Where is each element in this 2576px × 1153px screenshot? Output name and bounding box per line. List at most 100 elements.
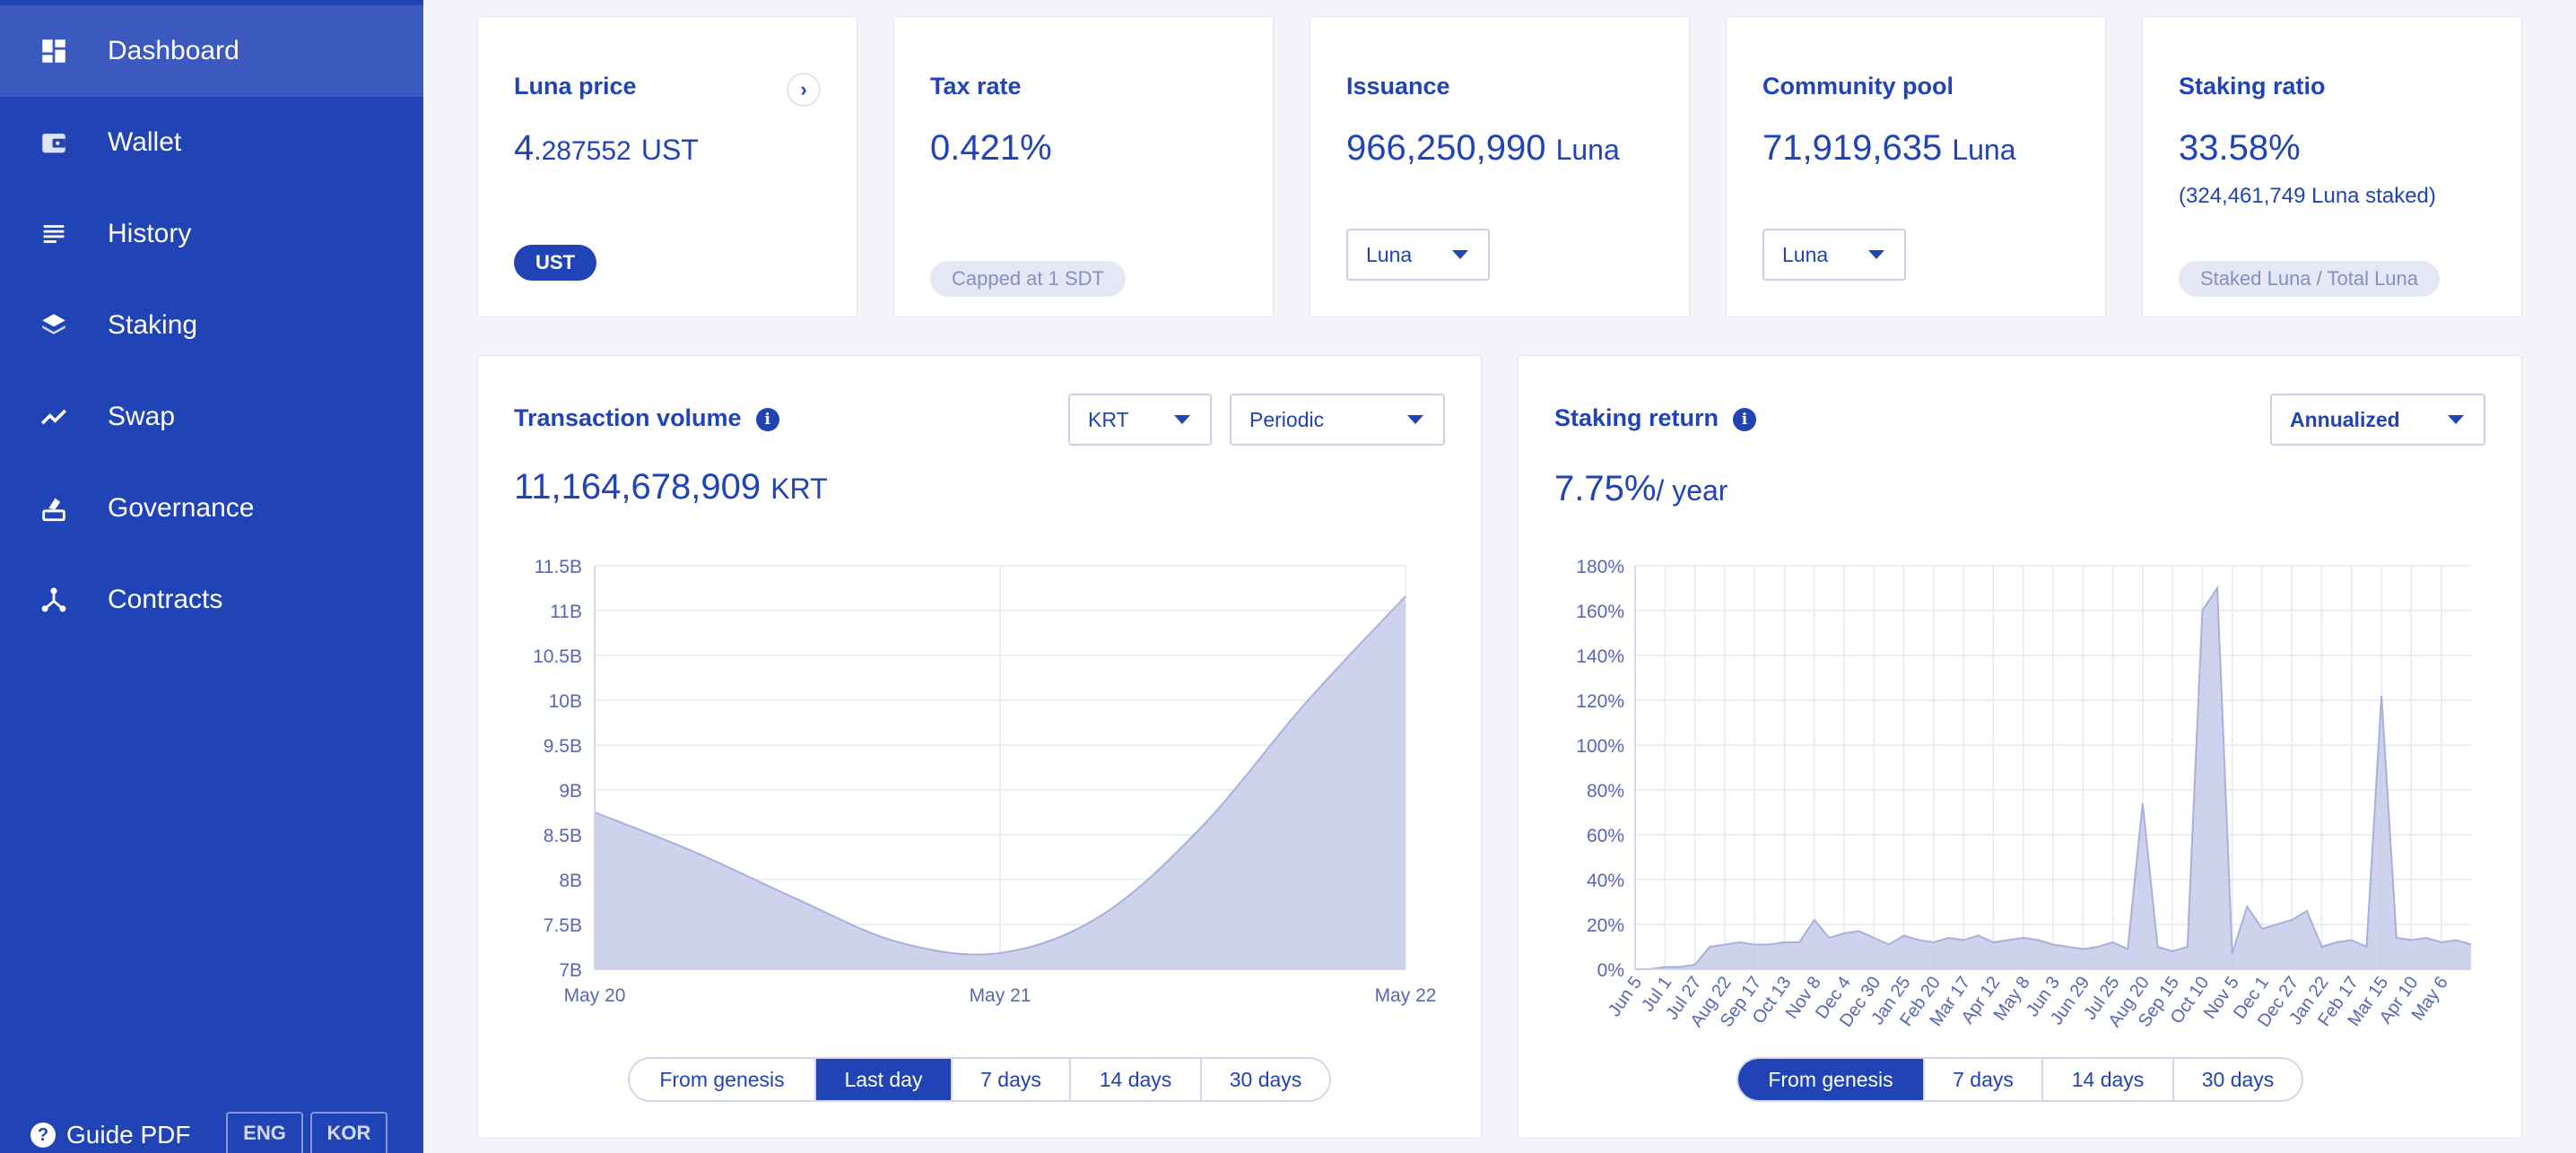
- sidebar-item-label: Dashboard: [108, 36, 239, 65]
- community-pool-denom-select[interactable]: Luna: [1762, 229, 1906, 281]
- y-tick-label: 20%: [1587, 915, 1624, 936]
- select-value: Periodic: [1249, 407, 1325, 431]
- staking-return-unit: / year: [1656, 474, 1728, 507]
- range-30-days[interactable]: 30 days: [2201, 1067, 2275, 1091]
- staking-return-value: 7.75%/ year: [1554, 469, 1727, 509]
- luna-price-int: 4: [514, 128, 535, 168]
- select-value: Annualized: [2290, 407, 2400, 431]
- contracts-icon: [38, 584, 70, 616]
- y-tick-label: 10B: [549, 691, 582, 712]
- y-tick-label: 9.5B: [544, 736, 582, 757]
- issuance-number: 966,250,990: [1346, 128, 1546, 168]
- sidebar-item-contracts[interactable]: Contracts: [0, 554, 423, 646]
- staking-return-title-text: Staking return: [1554, 404, 1719, 431]
- tax-cap-pill: Capped at 1 SDT: [930, 261, 1126, 297]
- issuance-card: Issuance 966,250,990 Luna Luna: [1310, 16, 1690, 317]
- transaction-volume-value: 11,164,678,909 KRT: [514, 467, 828, 507]
- sidebar-item-label: Swap: [108, 402, 176, 431]
- card-title: Issuance: [1346, 73, 1450, 100]
- tax-rate-value: 0.421%: [930, 128, 1052, 168]
- help-icon: ?: [30, 1123, 56, 1148]
- staking-ratio-formula-pill: Staked Luna / Total Luna: [2179, 261, 2441, 297]
- caret-down-icon: [2448, 415, 2464, 424]
- staking-ratio-value: 33.58%: [2179, 128, 2301, 168]
- sidebar-item-history[interactable]: History: [0, 188, 423, 280]
- wallet-icon: [38, 126, 70, 159]
- range-14-days[interactable]: 14 days: [2043, 1059, 2174, 1100]
- area-fill: [1635, 588, 2471, 969]
- sidebar-item-governance[interactable]: Governance: [0, 463, 423, 554]
- issuance-unit: Luna: [1555, 134, 1620, 166]
- select-value: KRT: [1088, 407, 1129, 431]
- sidebar-item-label: Contracts: [108, 585, 223, 614]
- y-tick-label: 7B: [559, 960, 582, 981]
- range-7-days[interactable]: 7 days: [1925, 1059, 2043, 1100]
- staking-return-title: Staking return i: [1554, 404, 1757, 432]
- y-tick-label: 180%: [1576, 557, 1624, 577]
- range-30-days[interactable]: 30 days: [1229, 1067, 1302, 1091]
- info-icon[interactable]: i: [755, 407, 779, 431]
- tax-rate-card: Tax rate 0.421% Capped at 1 SDT: [893, 16, 1274, 317]
- area-fill: [595, 596, 1405, 969]
- guide-pdf-link[interactable]: ? Guide PDF: [30, 1117, 191, 1153]
- tx-currency-select[interactable]: KRT: [1068, 394, 1212, 446]
- transaction-volume-title-text: Transaction volume: [514, 404, 742, 431]
- sidebar-item-label: Wallet: [108, 127, 182, 157]
- y-tick-label: 60%: [1587, 826, 1624, 846]
- lang-kor-button[interactable]: KOR: [310, 1112, 387, 1153]
- range-7-days[interactable]: 7 days: [953, 1059, 1071, 1100]
- currency-pill[interactable]: UST: [514, 245, 596, 281]
- chevron-right-icon[interactable]: ›: [787, 73, 821, 107]
- governance-icon: [38, 492, 70, 524]
- select-value: Luna: [1366, 242, 1413, 266]
- range-14-days[interactable]: 14 days: [1071, 1059, 1202, 1100]
- sidebar-item-wallet[interactable]: Wallet: [0, 97, 423, 188]
- staking-icon: [38, 309, 70, 342]
- y-tick-label: 7.5B: [544, 915, 582, 936]
- select-value: Luna: [1782, 242, 1829, 266]
- luna-price-card: Luna price › 4.287552 UST UST: [477, 16, 857, 317]
- info-icon[interactable]: i: [1733, 407, 1757, 431]
- range-from-genesis[interactable]: From genesis: [1738, 1059, 1925, 1100]
- luna-price-decimals: .287552: [534, 136, 631, 166]
- series-line: [594, 595, 1406, 956]
- luna-price-unit: UST: [640, 134, 699, 166]
- luna-price-value: 4.287552 UST: [514, 128, 699, 169]
- caret-down-icon: [1174, 415, 1190, 424]
- y-tick-label: 160%: [1576, 602, 1624, 622]
- transaction-volume-chart: 7B 7.5B 8B 8.5B 9B 9.5B 10B 10.5B 11B 11.5B May 20…: [533, 557, 1436, 1006]
- staking-return-mode-select[interactable]: Annualized: [2270, 394, 2485, 446]
- sidebar-item-dashboard[interactable]: Dashboard: [0, 5, 423, 97]
- staking-return-chart: 0%20%40%60%80%100%120%140%160%180%Jun 5J…: [1576, 557, 2472, 1031]
- range-from-genesis[interactable]: From genesis: [630, 1059, 816, 1100]
- swap-icon: [38, 401, 70, 433]
- y-tick-label: 11B: [550, 602, 582, 622]
- transaction-volume-number: 11,164,678,909: [514, 467, 761, 507]
- y-tick-label: 140%: [1576, 646, 1624, 667]
- range-last-day[interactable]: Last day: [816, 1059, 953, 1100]
- sidebar-item-staking[interactable]: Staking: [0, 280, 423, 371]
- card-title: Tax rate: [930, 73, 1022, 100]
- community-pool-value: 71,919,635 Luna: [1762, 128, 2016, 169]
- caret-down-icon: [1868, 250, 1884, 259]
- y-tick-label: 8B: [559, 871, 582, 891]
- staking-ratio-detail: (324,461,749 Luna staked): [2179, 184, 2436, 208]
- staking-ratio-card: Staking ratio 33.58% (324,461,749 Luna s…: [2142, 16, 2522, 317]
- caret-down-icon: [1452, 250, 1468, 259]
- community-pool-card: Community pool 71,919,635 Luna Luna: [1726, 16, 2106, 317]
- sidebar: Dashboard Wallet History Staking Swap Go…: [0, 0, 423, 1153]
- y-tick-label: 10.5B: [533, 646, 582, 667]
- history-icon: [38, 218, 70, 250]
- sidebar-item-label: History: [108, 219, 192, 248]
- card-title: Community pool: [1762, 73, 1954, 100]
- tx-mode-select[interactable]: Periodic: [1230, 394, 1445, 446]
- y-tick-label: 11.5B: [535, 557, 582, 577]
- sidebar-item-label: Governance: [108, 493, 255, 523]
- y-tick-label: 120%: [1576, 691, 1624, 712]
- sidebar-item-swap[interactable]: Swap: [0, 371, 423, 463]
- issuance-denom-select[interactable]: Luna: [1346, 229, 1490, 281]
- lang-eng-button[interactable]: ENG: [226, 1112, 303, 1153]
- staking-range-selector: From genesis 7 days 14 days 30 days: [1736, 1057, 2303, 1102]
- community-pool-number: 71,919,635: [1762, 128, 1943, 168]
- sidebar-item-label: Staking: [108, 310, 198, 340]
